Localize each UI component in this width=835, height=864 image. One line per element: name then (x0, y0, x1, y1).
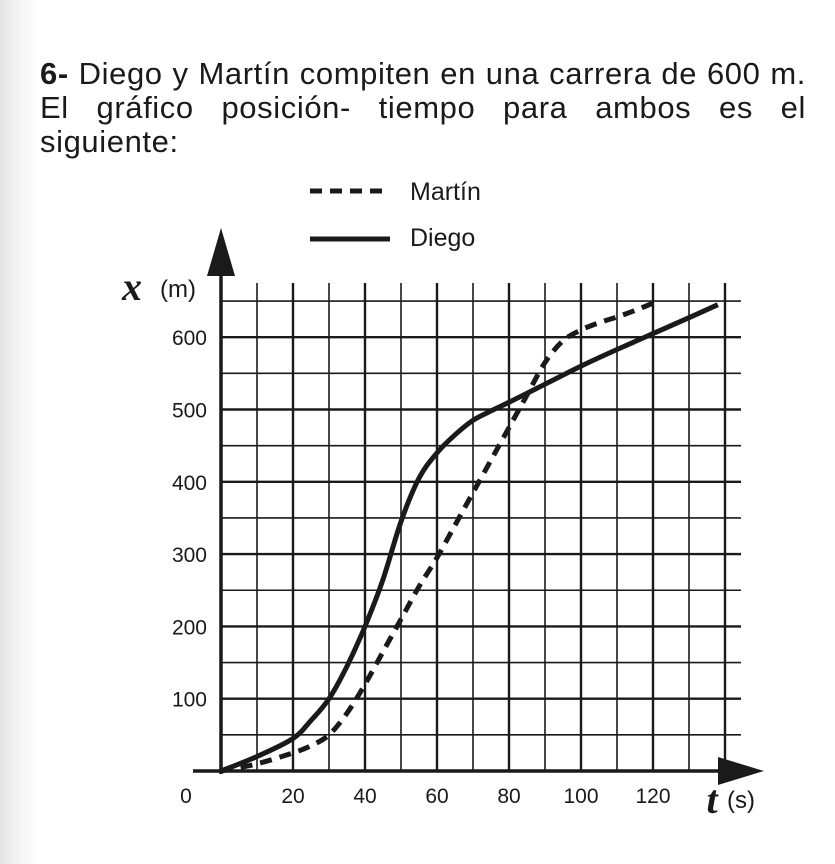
chart-tick-labels: 0 20 40 60 80 100 120 100 200 300 400 500 600 (172, 327, 671, 808)
y-tick-label: 100 (172, 689, 207, 712)
x-tick-label: 80 (497, 785, 520, 808)
x-axis-label: t (706, 777, 719, 822)
x-tick-label: 20 (281, 785, 304, 808)
x-axis-unit: (s) (727, 787, 755, 814)
chart-axis-labels: x (m) t (s) (121, 264, 755, 822)
legend-label-diego: Diego (410, 224, 475, 252)
chart-series (221, 300, 719, 774)
x-tick-label: 100 (563, 785, 598, 808)
y-tick-label: 600 (172, 327, 207, 350)
x-tick-label: 40 (353, 785, 376, 808)
x-axis-arrow (718, 757, 764, 785)
chart-axes (193, 228, 764, 785)
series-line-martin (221, 300, 654, 774)
x-tick-label: 60 (425, 785, 448, 808)
y-tick-label: 200 (172, 616, 207, 639)
y-tick-label: 500 (172, 400, 207, 423)
problem-text: Diego y Martín compiten en una carrera d… (40, 56, 806, 159)
y-axis-arrow (207, 228, 235, 276)
problem-number: 6- (40, 56, 69, 91)
series-line-diego (221, 302, 719, 774)
y-tick-label: 400 (172, 472, 207, 495)
y-axis-unit: (m) (160, 276, 196, 303)
legend-label-martin: Martín (410, 178, 481, 206)
y-tick-label: 300 (172, 544, 207, 567)
y-axis-label: x (121, 264, 142, 309)
chart-legend: Martín Diego (310, 178, 481, 252)
problem-statement: 6- Diego y Martín compiten en una carrer… (40, 57, 806, 159)
x-tick-label: 120 (635, 785, 670, 808)
x-tick-label: 0 (180, 785, 192, 808)
chart-grid (221, 283, 741, 771)
